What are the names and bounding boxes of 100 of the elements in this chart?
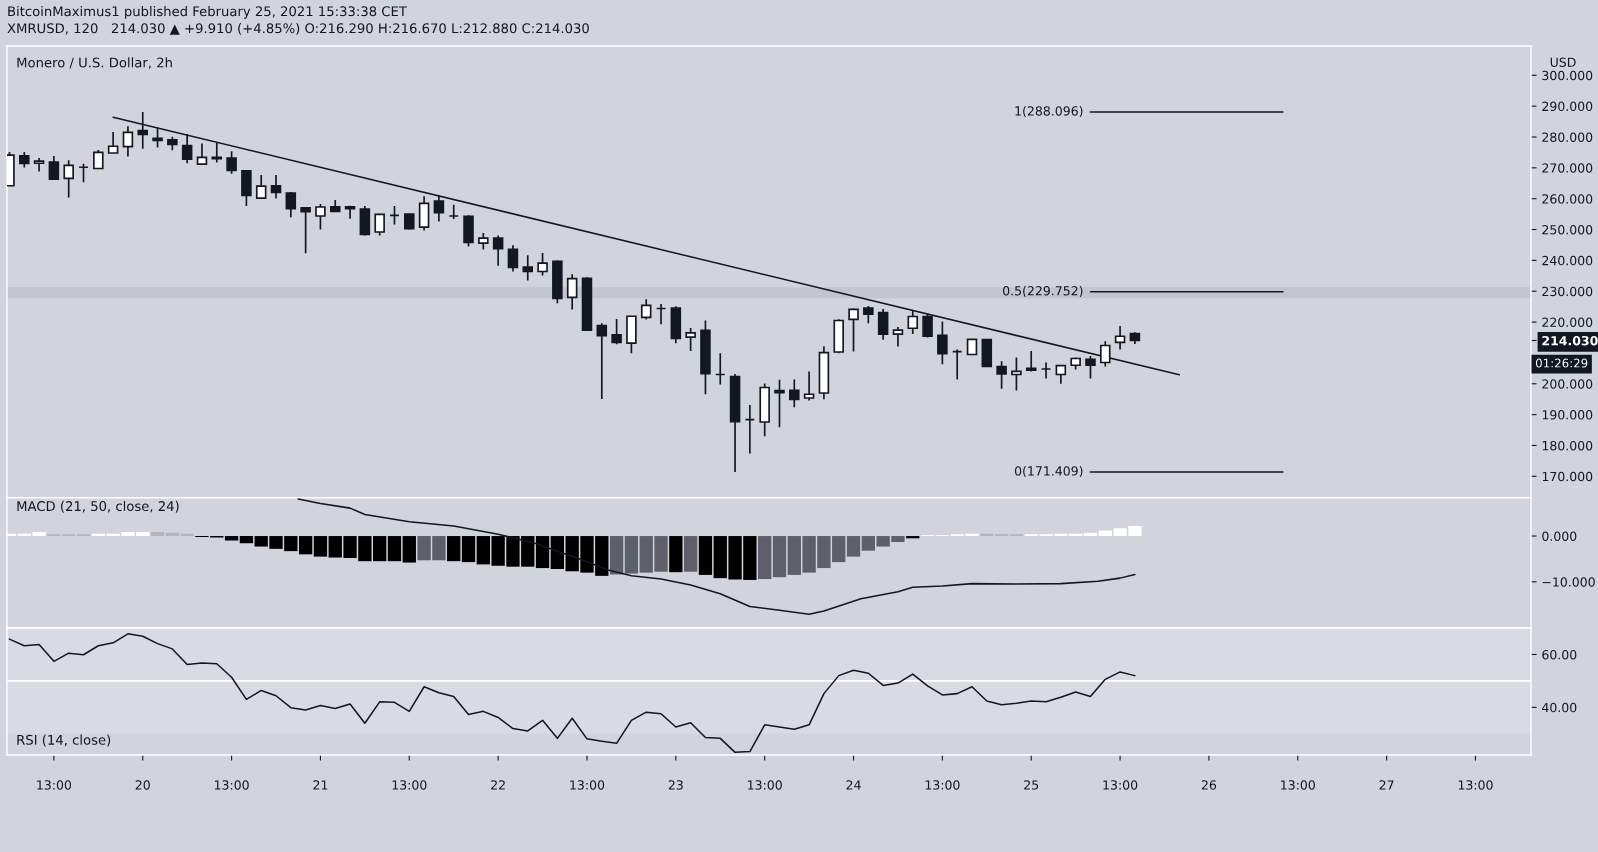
x-tick-label: 13:00 — [214, 780, 249, 790]
bar — [624, 536, 639, 574]
bar — [461, 536, 476, 563]
candlestick — [596, 322, 608, 400]
chart-title: MACD (21, 50, close, 24) — [17, 500, 179, 513]
candlestick — [196, 142, 208, 166]
candlestick — [1055, 364, 1067, 385]
x-tick-label: 13:00 — [748, 780, 782, 790]
candlestick — [937, 320, 948, 366]
x-tick-label: 13:00 — [392, 780, 427, 790]
line-series — [8, 633, 1136, 754]
y-tick-label: 300.000 — [1542, 70, 1593, 81]
bar — [550, 536, 565, 569]
candlestick — [1085, 355, 1096, 380]
candlestick — [226, 150, 237, 175]
candlestick — [907, 309, 919, 335]
text: 01:26:29 — [1535, 358, 1588, 368]
x-tick-label: 13:00 — [1281, 780, 1315, 790]
bar — [609, 536, 624, 575]
candlestick — [877, 308, 889, 341]
y-tick-label: 40.00 — [1542, 702, 1577, 713]
candlestick — [315, 203, 326, 231]
bar — [447, 536, 461, 562]
candlestick — [492, 234, 504, 267]
x-tick-label: 24 — [846, 780, 861, 790]
candlestick — [63, 159, 74, 199]
candlestick — [566, 273, 578, 311]
y-tick-label: 170.000 — [1542, 471, 1593, 482]
candlestick — [433, 194, 445, 223]
candlestick — [685, 327, 696, 352]
candlestick — [107, 131, 119, 154]
y-tick-label: 200.000 — [1542, 379, 1593, 389]
x-tick-label: 25 — [1024, 780, 1039, 790]
y-tick-label: −10.000 — [1542, 577, 1595, 587]
candlestick — [93, 149, 104, 170]
x-tick-label: 21 — [313, 780, 328, 790]
candlestick — [922, 312, 933, 339]
x-tick-label: 27 — [1379, 780, 1394, 790]
bar — [669, 536, 683, 573]
candlestick — [181, 133, 193, 165]
bar — [1083, 532, 1098, 537]
candlestick — [522, 254, 534, 282]
text: BitcoinMaximus1 published February 25, 2021 15:33:38 CET — [8, 6, 407, 19]
bar — [402, 536, 416, 563]
y-axis-title: USD — [1550, 57, 1576, 67]
bar — [758, 536, 772, 580]
candlestick — [374, 213, 385, 237]
candlestick — [1114, 325, 1126, 351]
candlestick — [48, 155, 60, 181]
candlestick — [537, 252, 548, 277]
x-tick-label: 13:00 — [1103, 780, 1138, 790]
bar — [387, 536, 402, 562]
y-tick-label: 180.000 — [1542, 440, 1593, 451]
x-tick-label: 26 — [1201, 780, 1217, 790]
y-tick-label: 260.000 — [1542, 194, 1593, 204]
candlestick — [300, 206, 311, 255]
bar — [224, 536, 239, 541]
candlestick — [1099, 340, 1111, 368]
candlestick — [996, 360, 1007, 390]
candlestick — [803, 370, 815, 402]
text: XMRUSD, 120 214.030 ▲ +9.910 (+4.85%) O:216.290 H:216.670 L:212.880 C:214.030 — [7, 23, 589, 35]
candlestick — [789, 378, 800, 409]
bar — [313, 536, 328, 557]
y-tick-label: 270.000 — [1542, 163, 1593, 173]
text: RSI (14, close) — [17, 734, 111, 747]
y-tick-label: 220.000 — [1542, 317, 1593, 328]
y-tick-label: 60.00 — [1542, 649, 1577, 660]
candlestick — [640, 298, 652, 321]
candlestick — [418, 195, 430, 232]
x-tick-label: 13:00 — [570, 780, 605, 790]
annotation: 0(171.409) — [1014, 465, 1083, 478]
y-tick-label: 214.030 — [1542, 335, 1598, 346]
y-tick-label: 0.000 — [1542, 531, 1577, 541]
x-tick-label: 13:00 — [37, 780, 72, 790]
y-tick-label: 250.000 — [1542, 225, 1593, 235]
y-tick-label: 190.000 — [1542, 410, 1593, 420]
candlestick — [1011, 356, 1022, 392]
candlestick — [270, 174, 282, 200]
bar — [698, 536, 713, 575]
candlestick — [848, 307, 859, 353]
text: Monero / U.S. Dollar, 2h — [17, 57, 172, 69]
y-tick-label: 240.000 — [1542, 255, 1593, 266]
candlestick — [774, 378, 785, 429]
bar — [239, 536, 254, 544]
bar — [846, 536, 861, 557]
candlestick — [122, 125, 134, 158]
candlestick — [507, 244, 519, 273]
y-tick-label: 280.000 — [1542, 132, 1593, 142]
bar — [772, 536, 787, 578]
bar — [150, 531, 165, 537]
line-series — [297, 498, 1136, 616]
y-tick-label: 230.000 — [1542, 286, 1593, 297]
candlestick — [285, 191, 297, 219]
annotation: 1(288.096) — [1015, 105, 1083, 118]
x-tick-label: 20 — [135, 780, 150, 790]
x-tick-label: 22 — [491, 780, 505, 790]
x-tick-label: 23 — [668, 780, 683, 790]
x-tick-label: 13:00 — [1458, 780, 1493, 790]
bar — [298, 536, 313, 555]
bar — [165, 532, 180, 537]
